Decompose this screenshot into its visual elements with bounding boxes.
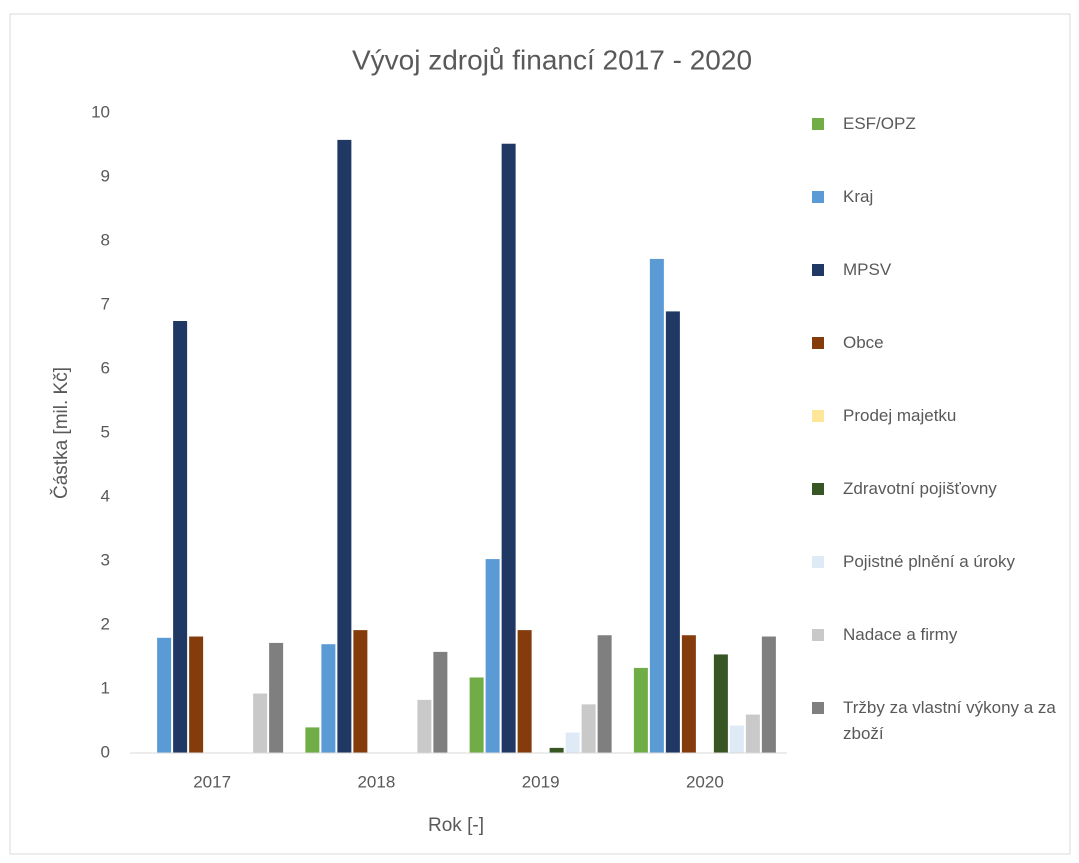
- bar: [633, 667, 648, 753]
- bar: [337, 139, 352, 753]
- bar: [649, 258, 664, 753]
- legend-label: Obce: [843, 333, 884, 352]
- bar: [305, 727, 320, 753]
- x-tick-label: 2020: [686, 772, 724, 791]
- bar: [485, 559, 500, 753]
- bar: [469, 677, 484, 753]
- legend-swatch: [812, 702, 824, 714]
- y-axis-label: Částka [mil. Kč]: [50, 367, 72, 499]
- bar: [189, 636, 204, 753]
- bar: [597, 635, 612, 753]
- y-tick-label: 8: [101, 230, 110, 249]
- y-tick-label: 9: [101, 166, 110, 185]
- bar: [581, 704, 596, 753]
- legend-swatch: [812, 191, 824, 203]
- y-tick-label: 3: [101, 550, 110, 569]
- bar: [417, 699, 432, 753]
- x-axis-label: Rok [-]: [428, 815, 484, 836]
- bar: [713, 654, 728, 753]
- y-tick-label: 0: [101, 742, 110, 761]
- x-tick-label: 2019: [522, 772, 560, 791]
- legend-label: Zdravotní pojišťovny: [843, 479, 997, 498]
- y-tick-label: 2: [101, 614, 110, 633]
- legend-swatch: [812, 337, 824, 349]
- bar: [565, 732, 580, 753]
- bar: [433, 651, 448, 753]
- legend-swatch: [812, 410, 824, 422]
- legend-label: Pojistné plnění a úroky: [843, 552, 1015, 571]
- bar: [745, 714, 760, 753]
- bar: [157, 637, 172, 753]
- y-tick-label: 1: [101, 678, 110, 697]
- bar: [253, 693, 268, 753]
- legend-label: ESF/OPZ: [843, 114, 916, 133]
- y-tick-label: 6: [101, 358, 110, 377]
- bar: [353, 630, 368, 753]
- bar: [173, 321, 188, 753]
- x-tick-label: 2018: [357, 772, 395, 791]
- bar: [665, 311, 680, 753]
- legend-swatch: [812, 264, 824, 276]
- legend-label: Tržby za vlastní výkony a za zboží: [843, 698, 1056, 743]
- x-tick-label: 2017: [193, 772, 231, 791]
- bar: [681, 635, 696, 753]
- bar: [321, 644, 336, 753]
- y-tick-label: 10: [91, 102, 110, 121]
- bar: [549, 747, 564, 753]
- bar: [761, 636, 776, 753]
- legend-label: Nadace a firmy: [843, 625, 958, 644]
- bar: [729, 725, 744, 753]
- y-tick-label: 5: [101, 422, 110, 441]
- legend-swatch: [812, 118, 824, 130]
- legend-label: Kraj: [843, 187, 874, 206]
- legend-swatch: [812, 483, 824, 495]
- legend-swatch: [812, 556, 824, 568]
- legend-swatch: [812, 629, 824, 641]
- chart-title: Vývoj zdrojů financí 2017 - 2020: [352, 44, 752, 75]
- bar: [501, 143, 516, 754]
- legend-label: Prodej majetku: [843, 406, 957, 425]
- legend-label: MPSV: [843, 260, 892, 279]
- bar: [269, 642, 284, 753]
- y-tick-label: 4: [101, 486, 110, 505]
- y-tick-label: 7: [101, 294, 110, 313]
- bar: [517, 630, 532, 753]
